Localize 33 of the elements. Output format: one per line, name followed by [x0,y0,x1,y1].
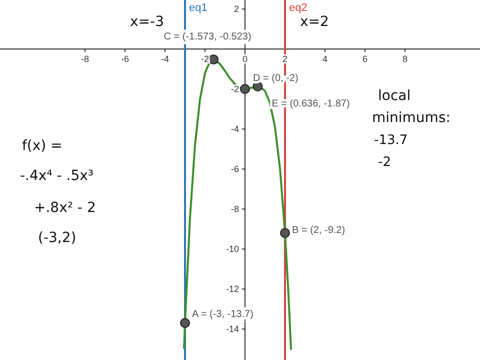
x-tick-label: 8 [402,54,408,64]
x-tick-label: 4 [322,54,328,64]
x-tick-label: -8 [80,54,90,64]
annotation: +.8x² - 2 [34,200,96,216]
y-tick-label: -10 [226,244,239,254]
annotation: B = (2, -9.2) [292,225,346,236]
annotation: local [378,88,411,104]
y-tick-label: -8 [230,204,239,214]
x-tick-label: 2 [282,54,288,64]
ref-line-label: eq1 [189,2,208,14]
x-tick-label: -2 [200,54,210,64]
annotation: f(x) = [22,138,62,154]
y-tick-label: -2 [230,84,239,94]
x-tick-label: -6 [120,54,130,64]
x-tick-label: 6 [362,54,368,64]
y-tick-label: -4 [230,124,239,134]
point [240,84,250,94]
point [180,318,190,328]
x-tick-label: -4 [160,54,170,64]
annotation: -.4x⁴ - .5x³ [20,168,94,184]
annotation: D = (0, -2) [253,73,298,84]
annotation: -2 [378,155,391,170]
annotation: (-3,2) [38,230,76,246]
annotation: x=-3 [130,14,164,30]
y-tick-label: 2 [234,4,239,14]
y-tick-label: -12 [226,284,239,294]
y-tick-label: -14 [226,324,239,334]
y-tick-label: -6 [230,164,239,174]
point [280,228,290,238]
ref-line-label: eq2 [289,2,308,14]
annotation: x=2 [300,14,329,30]
annotation: minimums: [372,110,450,126]
annotation: -13.7 [374,133,408,148]
